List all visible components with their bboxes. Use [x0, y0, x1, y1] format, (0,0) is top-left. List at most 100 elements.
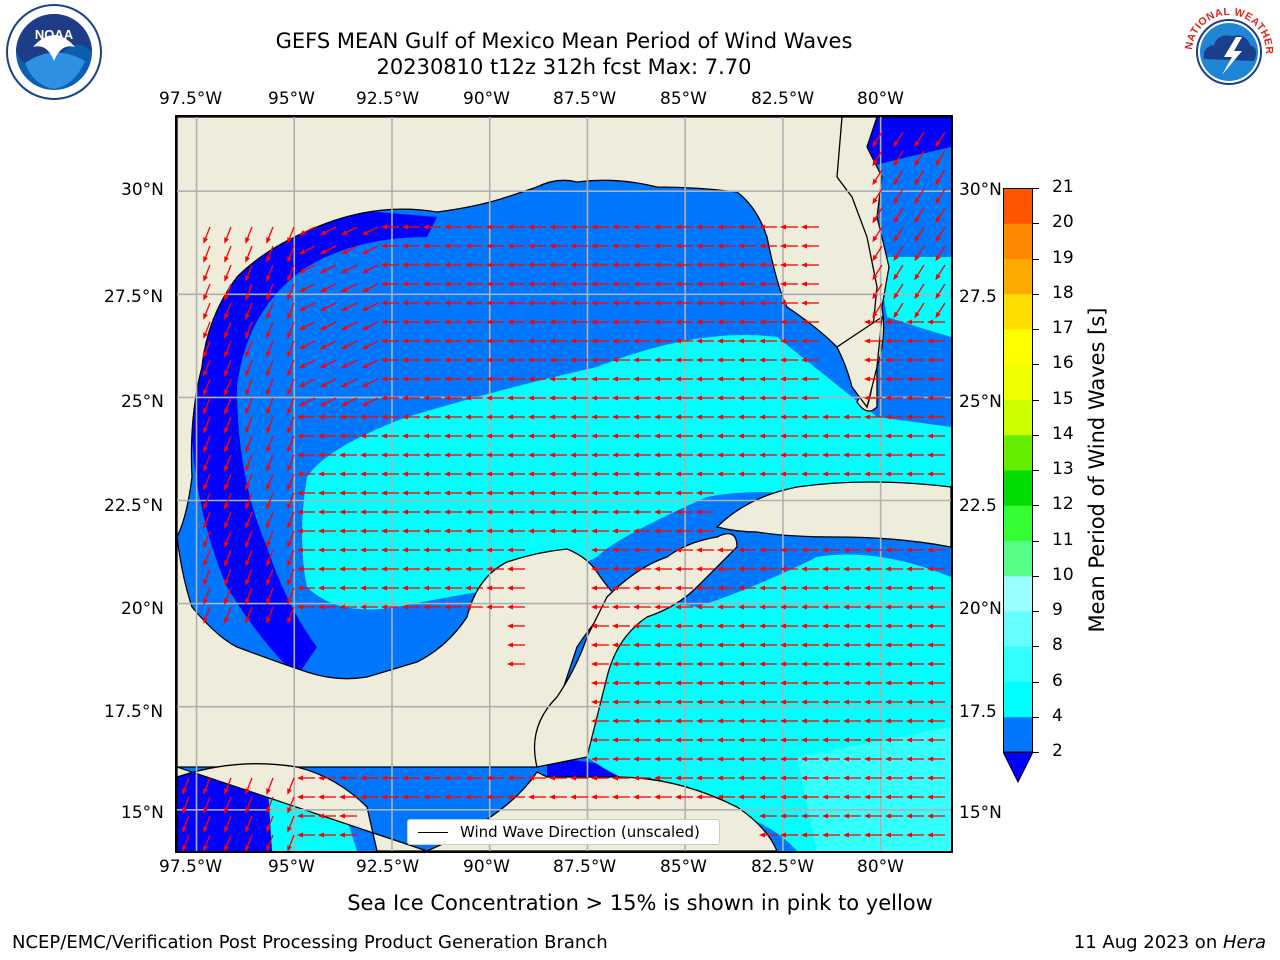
wind-wave-arrowhead: [423, 604, 429, 610]
wind-wave-arrowhead: [245, 237, 250, 244]
wind-wave-arrowhead: [507, 547, 513, 553]
wind-wave-arrowhead: [780, 414, 786, 420]
wind-wave-arrowhead: [360, 414, 366, 420]
wind-wave-arrowhead: [319, 287, 327, 293]
wind-wave-arrowhead: [675, 243, 681, 249]
wind-wave-arrowhead: [864, 319, 870, 325]
wind-wave-arrowhead: [465, 243, 471, 249]
wind-wave-arrowhead: [402, 528, 408, 534]
wind-wave-arrowhead: [738, 547, 744, 553]
wind-wave-arrowhead: [297, 794, 303, 800]
wind-wave-arrowhead: [675, 604, 681, 610]
wind-wave-arrowhead: [318, 471, 324, 477]
wind-wave-arrowhead: [633, 414, 639, 420]
wind-wave-arrowhead: [675, 433, 681, 439]
wind-wave-arrowhead: [780, 794, 786, 800]
wind-wave-arrowhead: [927, 661, 933, 667]
wind-wave-arrowhead: [893, 292, 899, 300]
wind-wave-arrowhead: [759, 300, 765, 306]
wind-wave-arrowhead: [591, 623, 597, 629]
wind-wave-arrowhead: [266, 256, 271, 263]
wind-wave-arrowhead: [759, 737, 765, 743]
wind-wave-arrowhead: [591, 642, 597, 648]
wind-wave-arrowhead: [801, 243, 807, 249]
wind-wave-arrowhead: [633, 319, 639, 325]
wind-wave-arrowhead: [203, 256, 208, 263]
wind-wave-arrowhead: [927, 642, 933, 648]
wind-wave-arrowhead: [717, 433, 723, 439]
wind-wave-arrowhead: [738, 699, 744, 705]
wind-wave-arrowhead: [297, 813, 303, 819]
wind-wave-arrowhead: [486, 490, 492, 496]
wind-wave-arrowhead: [633, 376, 639, 382]
wind-wave-arrowhead: [465, 452, 471, 458]
wind-wave-arrowhead: [780, 737, 786, 743]
wind-wave-arrowhead: [591, 566, 597, 572]
wind-wave-arrowhead: [906, 699, 912, 705]
lat-tick-label: 22.5°N: [104, 496, 164, 516]
wind-wave-arrowhead: [696, 794, 702, 800]
wind-wave-arrowhead: [319, 306, 327, 312]
wind-wave-arrowhead: [906, 414, 912, 420]
wind-wave-arrowhead: [361, 401, 369, 407]
nws-logo: NATIONAL WEATHER SERVICE: [1176, 0, 1278, 101]
wind-wave-arrowhead: [297, 547, 303, 553]
wind-wave-arrowhead: [780, 395, 786, 401]
wind-wave-arrowhead: [885, 794, 891, 800]
wind-wave-arrowhead: [872, 216, 878, 224]
wind-wave-arrowhead: [298, 325, 306, 331]
wind-wave-arrowhead: [914, 140, 920, 148]
wind-wave-arrowhead: [591, 395, 597, 401]
wind-wave-arrowhead: [486, 395, 492, 401]
wind-wave-arrowhead: [759, 794, 765, 800]
wind-wave-arrowhead: [224, 579, 229, 586]
wind-wave-arrowhead: [381, 509, 387, 515]
wind-wave-arrowhead: [266, 370, 271, 377]
colorbar-tick-mark: [1033, 646, 1039, 648]
wind-wave-arrowhead: [885, 338, 891, 344]
wind-wave-arrowhead: [738, 718, 744, 724]
wind-wave-arrowhead: [872, 235, 878, 243]
wind-wave-arrowhead: [864, 718, 870, 724]
wind-wave-arrowhead: [507, 376, 513, 382]
colorbar-segment: [1003, 364, 1033, 400]
wind-wave-arrowhead: [738, 395, 744, 401]
colorbar-tick-mark: [1033, 188, 1039, 189]
wind-wave-arrowhead: [339, 794, 345, 800]
wind-wave-arrowhead: [843, 566, 849, 572]
wind-wave-arrowhead: [381, 243, 387, 249]
wind-wave-arrowhead: [675, 756, 681, 762]
wind-wave-arrowhead: [266, 598, 271, 605]
wind-wave-arrowhead: [591, 433, 597, 439]
lon-tick-label: 95°W: [268, 857, 315, 877]
wind-wave-arrowhead: [361, 230, 369, 236]
wind-wave-arrowhead: [885, 680, 891, 686]
wind-wave-arrowhead: [224, 845, 229, 851]
wind-wave-arrowhead: [935, 216, 941, 224]
wind-wave-arrowhead: [633, 699, 639, 705]
wind-wave-arrowhead: [444, 604, 450, 610]
lon-tick-label: 80°W: [857, 857, 904, 877]
wind-wave-arrowhead: [423, 452, 429, 458]
wind-wave-arrowhead: [759, 414, 765, 420]
colorbar-segment: [1003, 293, 1033, 330]
wind-wave-arrowhead: [203, 332, 208, 339]
colorbar-tick-mark: [1033, 434, 1039, 436]
wind-wave-arrowhead: [287, 522, 292, 529]
wind-wave-arrowhead: [717, 794, 723, 800]
wind-wave-arrowhead: [801, 281, 807, 287]
colorbar-tick-mark: [1033, 716, 1039, 718]
wind-wave-arrowhead: [319, 325, 327, 331]
wind-wave-arrowhead: [339, 566, 345, 572]
colorbar-tick-mark: [1033, 364, 1039, 366]
wind-wave-arrowhead: [864, 623, 870, 629]
wind-wave-arrowhead: [570, 262, 576, 268]
wind-wave-arrowhead: [654, 357, 660, 363]
wind-wave-arrowhead: [633, 509, 639, 515]
wind-wave-arrowhead: [318, 604, 324, 610]
wind-wave-arrowhead: [266, 560, 271, 567]
wind-wave-arrowhead: [633, 642, 639, 648]
wind-wave-arrowhead: [507, 490, 513, 496]
wind-wave-arrowhead: [591, 775, 597, 781]
wind-wave-arrowhead: [318, 490, 324, 496]
